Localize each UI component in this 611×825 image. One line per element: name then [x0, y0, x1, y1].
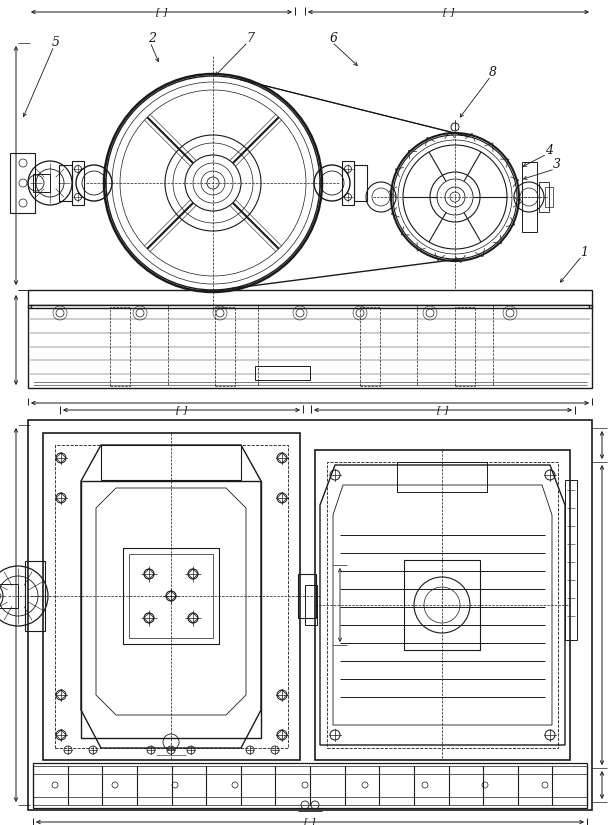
Bar — [298, 574, 316, 618]
Bar — [25, 561, 45, 631]
Text: 6: 6 — [330, 31, 338, 45]
Text: 2: 2 — [148, 31, 156, 45]
Bar — [28, 305, 592, 388]
Bar — [72, 161, 84, 205]
Bar — [123, 548, 219, 644]
Bar — [404, 560, 480, 650]
Bar — [0, 584, 18, 608]
Bar — [360, 307, 380, 386]
Bar — [33, 766, 587, 774]
Bar — [397, 462, 487, 492]
Bar — [10, 153, 35, 213]
Bar — [43, 433, 300, 760]
Bar — [33, 797, 587, 805]
Text: 5: 5 — [52, 35, 60, 49]
Bar — [354, 165, 367, 201]
Bar — [81, 481, 261, 738]
Bar — [59, 165, 72, 201]
Text: 8: 8 — [489, 65, 497, 78]
Bar — [55, 445, 288, 748]
Text: [ ]: [ ] — [443, 7, 454, 16]
Bar — [545, 187, 553, 207]
Bar — [522, 162, 537, 232]
Text: 1: 1 — [580, 246, 588, 258]
Bar — [215, 307, 235, 386]
Text: 4: 4 — [545, 144, 553, 157]
Bar — [110, 307, 130, 386]
Bar — [33, 174, 50, 192]
Text: [ ]: [ ] — [156, 7, 167, 16]
Bar — [28, 290, 592, 308]
Bar — [129, 554, 213, 638]
Bar — [539, 182, 549, 212]
Bar — [455, 307, 475, 386]
Text: [ ]: [ ] — [437, 406, 448, 414]
Text: [ ]: [ ] — [176, 406, 187, 414]
Bar — [315, 450, 570, 760]
Bar — [565, 480, 577, 640]
Bar — [101, 445, 241, 480]
Bar — [255, 366, 310, 380]
Text: [ ]: [ ] — [304, 818, 316, 825]
Bar — [305, 585, 317, 625]
Bar — [327, 462, 558, 748]
Text: 7: 7 — [246, 31, 254, 45]
Text: 3: 3 — [553, 158, 561, 172]
Bar — [28, 420, 592, 810]
Bar — [342, 161, 354, 205]
Bar — [33, 763, 587, 808]
